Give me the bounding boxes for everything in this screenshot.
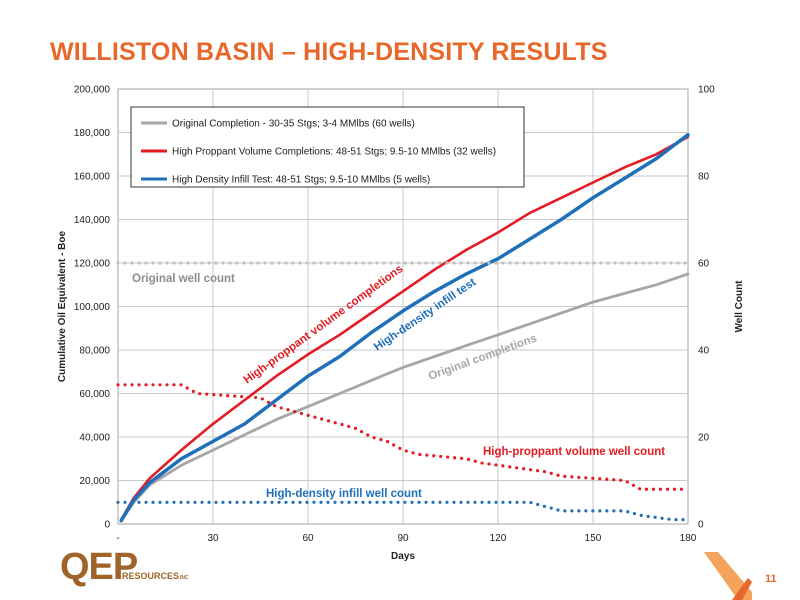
- x-tick-label: 90: [397, 533, 409, 544]
- legend-entry-0: Original Completion - 30-35 Stgs; 3-4 MM…: [172, 119, 415, 130]
- annotation-4: High-proppant volume well count: [483, 446, 665, 458]
- y-tick-label: 40,000: [79, 433, 110, 444]
- y2-tick-label: 0: [698, 520, 704, 531]
- legend-entry-2: High Density Infill Test: 48-51 Stgs; 9.…: [172, 175, 430, 186]
- y2-tick-label: 80: [698, 172, 710, 183]
- series-line-4: [116, 383, 690, 491]
- y-tick-label: 120,000: [74, 259, 111, 270]
- x-axis-title: Days: [391, 551, 415, 562]
- y-axis-title: Cumulative Oil Equivalent - Boe: [57, 230, 68, 382]
- series-line-1: [119, 135, 690, 521]
- y-tick-label: 80,000: [79, 346, 110, 357]
- y-tick-label: 0: [104, 520, 110, 531]
- y2-tick-label: 60: [698, 259, 710, 270]
- y2-tick-label: 100: [698, 85, 715, 96]
- y-tick-label: 20,000: [79, 476, 110, 487]
- slide-title: WILLISTON BASIN – HIGH-DENSITY RESULTS: [50, 38, 608, 66]
- annotation-0: Original well count: [132, 273, 235, 285]
- legend-entry-1: High Proppant Volume Completions: 48-51 …: [172, 147, 496, 158]
- series-line-2: [119, 132, 690, 523]
- y-tick-label: 200,000: [74, 85, 111, 96]
- annotation-5: High-density infill well count: [266, 488, 422, 500]
- y2-tick-label: 20: [698, 433, 710, 444]
- legend-box: [130, 106, 525, 188]
- x-tick-label: 180: [680, 533, 697, 544]
- x-tick-label: 30: [207, 533, 219, 544]
- y-tick-label: 160,000: [74, 172, 111, 183]
- logo-mark: QEP: [60, 546, 138, 588]
- y2-axis-title: Well Count: [734, 280, 745, 333]
- page-number: 11: [765, 573, 777, 585]
- y-tick-label: 60,000: [79, 389, 110, 400]
- logo-tm: INC: [180, 575, 189, 581]
- x-tick-label: 150: [585, 533, 602, 544]
- series-line-5: [116, 500, 690, 522]
- logo-subtext: RESOURCESINC: [122, 571, 189, 581]
- y-tick-label: 180,000: [74, 128, 111, 139]
- logo-sub: RESOURCES: [122, 571, 180, 581]
- y-tick-label: 100,000: [74, 302, 111, 313]
- y-tick-label: 140,000: [74, 215, 111, 226]
- y2-tick-label: 40: [698, 346, 710, 357]
- x-tick-label: 60: [302, 533, 314, 544]
- x-tick-label: 120: [490, 533, 507, 544]
- x-tick-label: -: [116, 533, 119, 544]
- corner-accent-icon: [704, 552, 752, 600]
- series-line-0: [119, 272, 690, 521]
